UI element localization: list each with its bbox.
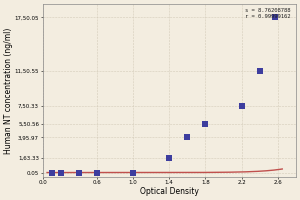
Point [76, 171, 81, 174]
Point [185, 136, 190, 139]
Point [273, 16, 278, 19]
Text: s = 8.76208788
r = 0.99999162: s = 8.76208788 r = 0.99999162 [245, 8, 291, 19]
Point [49, 171, 54, 174]
Point [239, 104, 244, 108]
Point [94, 171, 99, 174]
Point [257, 69, 262, 72]
Point [130, 171, 135, 174]
Point [167, 156, 172, 160]
Point [203, 122, 208, 125]
Point [58, 171, 63, 174]
X-axis label: Optical Density: Optical Density [140, 187, 199, 196]
Y-axis label: Human NT concentration (ng/ml): Human NT concentration (ng/ml) [4, 27, 13, 154]
